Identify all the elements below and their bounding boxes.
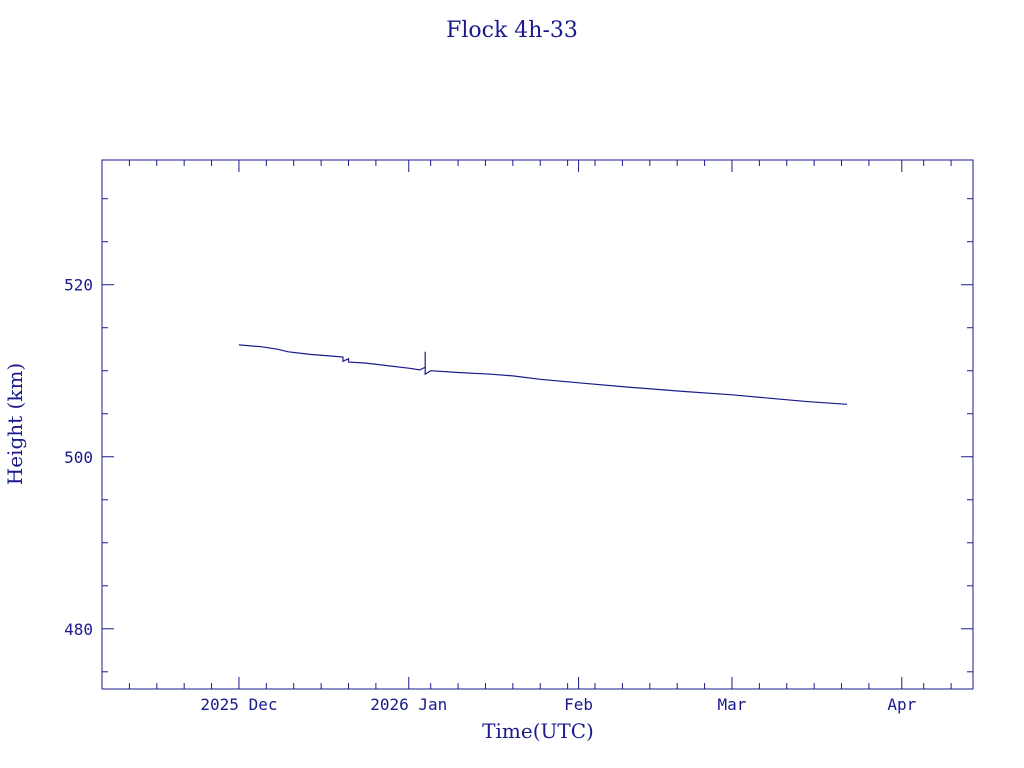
- y-tick-label: 480: [64, 620, 93, 639]
- y-axis-tick-labels: 480 500 520: [64, 276, 93, 639]
- axis-ticks: [101, 160, 973, 689]
- y-tick-label: 520: [64, 276, 93, 295]
- x-tick-label: Feb: [564, 695, 593, 714]
- series-line: [238, 344, 848, 405]
- series-lines: [238, 344, 848, 405]
- plot-area-frame: [101, 159, 974, 690]
- y-tick-label: 500: [64, 448, 93, 467]
- x-tick-label: Mar: [718, 695, 747, 714]
- y-axis-label: Height (km): [3, 363, 27, 485]
- x-tick-label: 2025 Dec: [200, 695, 277, 714]
- chart-title: Flock 4h-33: [446, 18, 578, 43]
- x-tick-label: Apr: [887, 695, 916, 714]
- x-tick-label: 2026 Jan: [370, 695, 447, 714]
- x-axis-tick-labels: 2025 Dec 2026 Jan Feb Mar Apr: [200, 695, 916, 714]
- x-axis-label: Time(UTC): [482, 719, 594, 743]
